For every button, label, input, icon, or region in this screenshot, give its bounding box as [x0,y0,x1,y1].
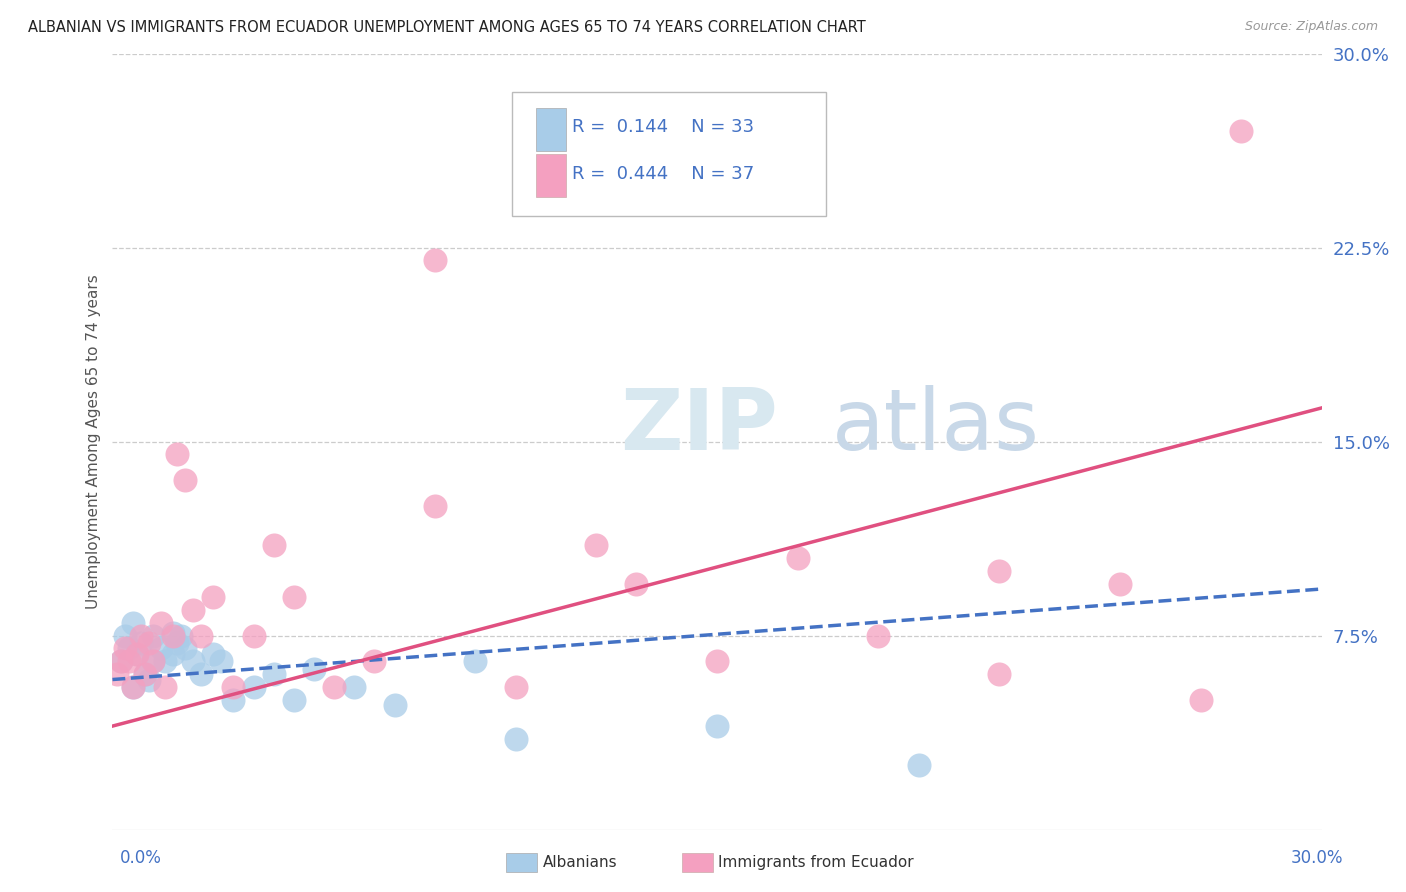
Text: Albanians: Albanians [543,855,617,870]
Point [343,680,366,694]
Point [138,636,160,650]
Point [907,757,929,772]
Text: R =  0.444    N = 37: R = 0.444 N = 37 [572,165,754,183]
Point [706,719,728,733]
Point [626,576,648,591]
Point [138,673,160,687]
Point [129,628,152,642]
Point [222,693,245,707]
Point [209,654,232,669]
Point [121,680,143,694]
Point [988,667,1011,681]
Point [110,654,132,669]
Point [283,590,305,604]
Text: atlas: atlas [832,384,1040,467]
Point [114,628,136,642]
Point [121,615,143,630]
Point [505,731,527,746]
Bar [536,154,567,197]
Text: ALBANIAN VS IMMIGRANTS FROM ECUADOR UNEMPLOYMENT AMONG AGES 65 TO 74 YEARS CORRE: ALBANIAN VS IMMIGRANTS FROM ECUADOR UNEM… [28,20,866,35]
Point [423,500,446,514]
Point [988,564,1011,578]
Point [263,667,285,681]
Point [134,667,156,681]
Point [114,641,136,656]
Point [117,654,139,669]
Point [162,647,184,661]
Point [142,654,165,669]
Point [174,641,197,656]
Point [129,636,152,650]
Point [190,667,212,681]
Point [162,626,184,640]
Point [263,538,285,552]
FancyBboxPatch shape [512,93,825,217]
Point [153,654,176,669]
Point [134,667,156,681]
Point [363,654,385,669]
Point [242,680,264,694]
Point [1189,693,1212,707]
Y-axis label: Unemployment Among Ages 65 to 74 years: Unemployment Among Ages 65 to 74 years [86,274,101,609]
Point [174,473,197,487]
Text: R =  0.144    N = 33: R = 0.144 N = 33 [572,119,754,136]
Point [505,680,527,694]
Point [1230,124,1253,138]
Bar [536,108,567,151]
Point [125,647,148,661]
Text: 0.0%: 0.0% [120,849,162,867]
Point [706,654,728,669]
Point [162,628,184,642]
Point [868,628,890,642]
Point [166,448,188,462]
Point [142,654,165,669]
Text: ZIP: ZIP [620,384,778,467]
Text: 30.0%: 30.0% [1291,849,1343,867]
Text: Source: ZipAtlas.com: Source: ZipAtlas.com [1244,20,1378,33]
Point [1109,576,1132,591]
Point [222,680,245,694]
Point [323,680,346,694]
Point [166,636,188,650]
Point [153,680,176,694]
Point [110,654,132,669]
Point [125,647,148,661]
Point [105,667,128,681]
Point [142,628,165,642]
Point [464,654,486,669]
Point [202,647,225,661]
Point [202,590,225,604]
Point [283,693,305,707]
Point [190,628,212,642]
Point [149,641,172,656]
Point [384,698,406,713]
Point [423,253,446,268]
Point [170,628,193,642]
Point [121,680,143,694]
Point [585,538,607,552]
Point [181,654,204,669]
Point [242,628,264,642]
Point [149,615,172,630]
Point [302,662,325,676]
Point [181,603,204,617]
Point [117,641,139,656]
Text: Immigrants from Ecuador: Immigrants from Ecuador [718,855,914,870]
Point [786,550,808,566]
